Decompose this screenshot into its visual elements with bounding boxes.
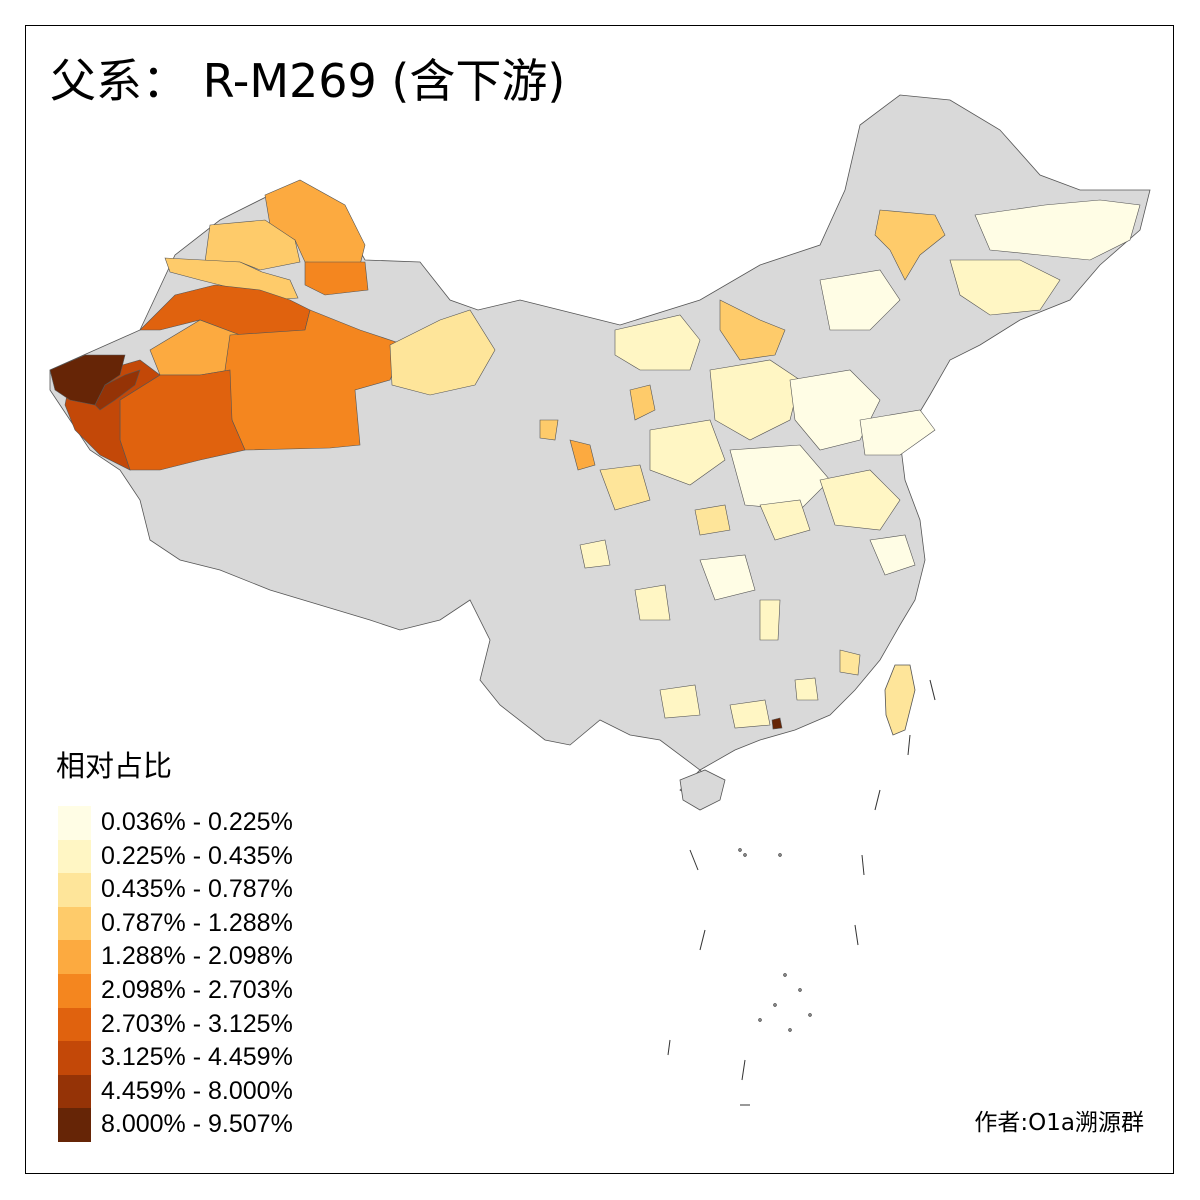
region-south-3 (759, 599, 781, 641)
legend-item: 2.098% - 2.703% (58, 973, 358, 1008)
legend-swatch (58, 973, 91, 1008)
legend-swatch (58, 1108, 91, 1142)
region-central-1 (649, 419, 726, 486)
region-shandong (859, 409, 936, 456)
region-xj-high (94, 369, 141, 411)
region-sichuan-1 (579, 539, 611, 569)
region-gansu-3 (599, 464, 651, 511)
legend-swatch (58, 1041, 91, 1075)
region-north-china-2 (709, 359, 801, 441)
legend-item: 2.703% - 3.125% (58, 1007, 358, 1042)
region-south-1 (634, 584, 671, 621)
legend-label: 8.000% - 9.507% (101, 1110, 293, 1139)
region-hubei-1 (694, 504, 731, 536)
legend-item: 0.036% - 0.225% (58, 806, 358, 840)
map-title: 父系： R-M269 (含下游) (50, 54, 566, 108)
region-central-3 (819, 469, 901, 531)
legend-label: 1.288% - 2.098% (101, 942, 293, 971)
legend-label: 0.225% - 0.435% (101, 841, 293, 870)
legend-item: 0.787% - 1.288% (58, 906, 358, 941)
legend-label: 3.125% - 4.459% (101, 1043, 293, 1072)
region-gansu-2 (539, 419, 559, 441)
region-guangdong-1 (729, 699, 771, 729)
legend-item: 8.000% - 9.507% (58, 1108, 358, 1142)
legend-swatch (58, 873, 91, 907)
legend-title: 相对占比 (56, 749, 173, 783)
region-qinghai-north (389, 309, 496, 396)
legend-label: 2.703% - 3.125% (101, 1009, 293, 1038)
region-xj-north-3 (304, 261, 369, 296)
legend-label: 0.787% - 1.288% (101, 908, 293, 937)
legend-item: 4.459% - 8.000% (58, 1074, 358, 1109)
region-south-2 (699, 554, 756, 601)
legend-swatch (58, 1074, 91, 1109)
legend-item: 0.435% - 0.787% (58, 873, 358, 907)
legend-label: 4.459% - 8.000% (101, 1076, 293, 1105)
legend-swatch (58, 940, 91, 974)
region-east-coast-1 (869, 534, 916, 576)
region-shaanxi (629, 384, 656, 421)
legend-item: 0.225% - 0.435% (58, 839, 358, 874)
hainan-island (679, 769, 726, 811)
region-innermongolia-2 (719, 299, 786, 361)
region-central-2 (729, 444, 831, 511)
region-heilongjiang-1 (874, 209, 946, 281)
region-northeast-2 (949, 259, 1061, 316)
region-northeast-1 (974, 199, 1141, 261)
region-guangdong-2 (794, 677, 819, 701)
legend-label: 0.036% - 0.225% (101, 808, 293, 836)
author-credit: 作者:O1a溯源群 (974, 1110, 1144, 1136)
legend-label: 2.098% - 2.703% (101, 975, 293, 1004)
legend-swatch (58, 839, 91, 874)
legend: 0.036% - 0.225% 0.225% - 0.435% 0.435% -… (58, 806, 358, 1142)
legend-label: 0.435% - 0.787% (101, 875, 293, 904)
region-north-china-3 (789, 369, 881, 451)
legend-swatch (58, 906, 91, 941)
region-innermongolia-1 (614, 314, 701, 371)
south-china-sea-islands (667, 679, 936, 1106)
legend-swatch (58, 806, 91, 840)
region-hongkong-area (771, 717, 783, 730)
region-fujian (839, 649, 861, 676)
region-gansu-1 (569, 439, 596, 471)
legend-item: 3.125% - 4.459% (58, 1041, 358, 1075)
taiwan-region (884, 664, 916, 736)
region-north-china-1 (819, 269, 901, 331)
legend-item: 1.288% - 2.098% (58, 940, 358, 974)
legend-swatch (58, 1007, 91, 1042)
region-hubei-2 (759, 499, 811, 541)
region-guangxi-1 (659, 684, 701, 719)
